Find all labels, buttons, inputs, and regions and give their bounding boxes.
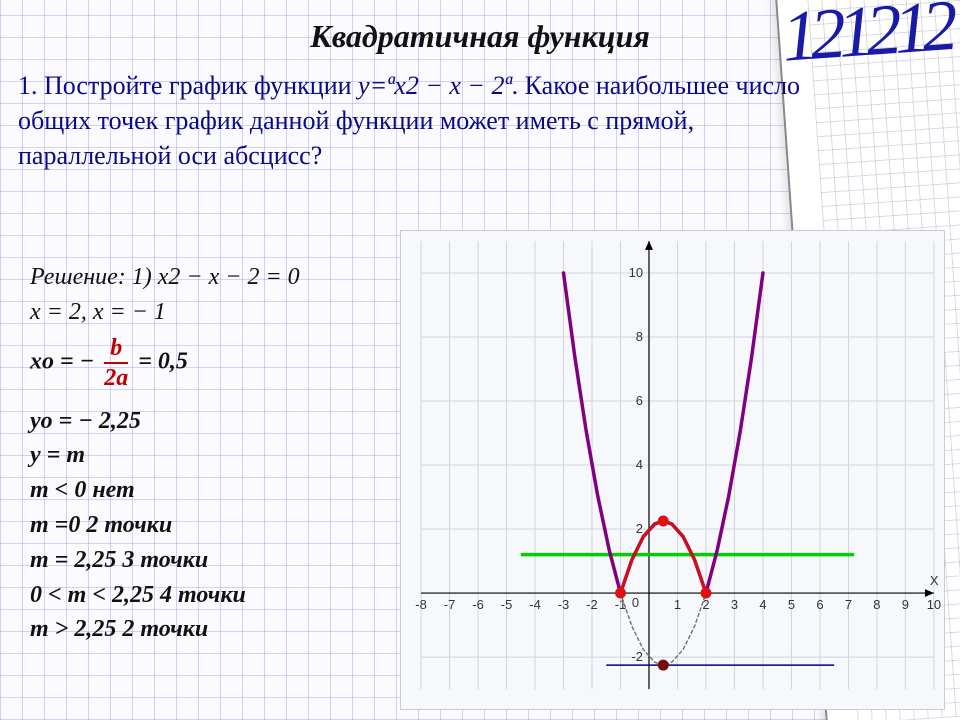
sol-line5: y = m <box>30 438 430 473</box>
tick-label: 10 <box>629 265 643 280</box>
page-title: Квадратичная функция <box>0 18 960 55</box>
tick-label: 4 <box>636 457 643 472</box>
problem-text: 1. Постройте график функции y=ªx2 − x − … <box>18 68 838 173</box>
tick-label: -2 <box>631 649 643 664</box>
tick-label: 8 <box>636 329 643 344</box>
frac-den: 2a <box>104 364 128 390</box>
tick-label: 6 <box>636 393 643 408</box>
tick-label: -3 <box>558 597 570 612</box>
sol-line6: m < 0 нет <box>30 473 430 508</box>
data-point <box>700 588 711 599</box>
chart-panel: -8-7-6-5-4-3-2-1012345678910-2246810X <box>400 230 945 710</box>
sol-line7: m =0 2 точки <box>30 508 430 543</box>
data-point <box>658 660 669 671</box>
tick-label: 0 <box>632 595 639 610</box>
sol-line1b: x2 − x − 2 = 0 <box>158 264 300 290</box>
fraction: b 2a <box>104 336 128 390</box>
data-point <box>615 588 626 599</box>
tick-label: 1 <box>674 597 681 612</box>
tick-label: -6 <box>472 597 484 612</box>
solution-block: Решение: 1) x2 − x − 2 = 0 x = 2, x = − … <box>30 260 430 647</box>
sol-line4: yo = − 2,25 <box>30 404 430 439</box>
tick-label: 2 <box>636 521 643 536</box>
series-inner_arc <box>620 521 705 593</box>
problem-formula: y=ªx2 − x − 2ª <box>358 71 512 100</box>
sol-line10: m > 2,25 2 точки <box>30 612 430 647</box>
problem-text-1: Постройте график функции <box>44 71 358 100</box>
series-abs_parabola <box>564 273 763 593</box>
frac-num: b <box>104 336 128 364</box>
sol-line8: m = 2,25 3 точки <box>30 543 430 578</box>
tick-label: 3 <box>731 597 738 612</box>
tick-label: 5 <box>788 597 795 612</box>
problem-number: 1. <box>18 71 38 100</box>
tick-label: 9 <box>902 597 909 612</box>
data-point <box>658 516 669 527</box>
tick-label: 10 <box>927 597 941 612</box>
sol-line3b: = 0,5 <box>138 348 188 374</box>
tick-label: 4 <box>759 597 766 612</box>
tick-label: 6 <box>816 597 823 612</box>
grid <box>421 241 934 689</box>
sol-line3a: xo = − <box>30 348 100 374</box>
sol-line2: x = 2, x = − 1 <box>30 295 430 330</box>
tick-label: 8 <box>873 597 880 612</box>
tick-label: -2 <box>586 597 598 612</box>
axis-x-label: X <box>930 573 939 588</box>
tick-label: -4 <box>529 597 541 612</box>
tick-label: -5 <box>501 597 513 612</box>
tick-label: -7 <box>444 597 456 612</box>
sol-line9: 0 < m < 2,25 4 точки <box>30 578 430 613</box>
tick-label: -8 <box>415 597 427 612</box>
sol-line1a: Решение: 1) <box>30 264 158 290</box>
chart-svg: -8-7-6-5-4-3-2-1012345678910-2246810X <box>401 231 944 709</box>
tick-label: 7 <box>845 597 852 612</box>
